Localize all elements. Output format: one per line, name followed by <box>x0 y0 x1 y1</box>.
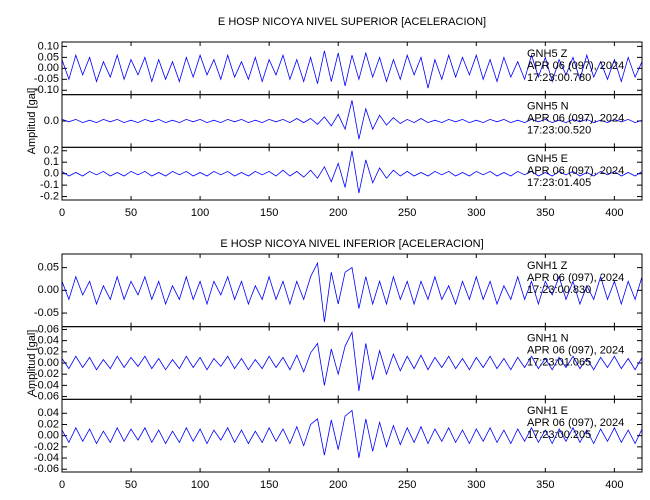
panel-frame <box>61 146 643 201</box>
y-tick-label: 0.1 <box>44 156 59 168</box>
y-tick-label: 0.00 <box>38 430 59 442</box>
date-label: APR 06 (097), 2024 <box>527 272 624 284</box>
waveform <box>61 100 643 140</box>
y-axis-label: Amplitud [gal] <box>26 330 38 397</box>
station-label: GNH5 E <box>527 153 568 165</box>
y-tick-label: -0.02 <box>34 368 59 380</box>
x-tick-label: 150 <box>260 479 278 491</box>
x-tick-label: 50 <box>125 207 137 219</box>
x-tick-label: 100 <box>191 207 209 219</box>
station-label: GNH1 N <box>527 333 569 345</box>
y-tick-label: -0.05 <box>34 307 59 319</box>
waveform <box>61 409 643 459</box>
x-tick-label: 400 <box>605 207 623 219</box>
y-tick-label: 0.06 <box>38 323 59 335</box>
y-tick-label: 0.04 <box>38 335 59 347</box>
y-tick-label: -0.02 <box>34 441 59 453</box>
date-label: APR 06 (097), 2024 <box>527 165 624 177</box>
y-tick-label: 0.00 <box>38 357 59 369</box>
y-tick-label: -0.2 <box>40 190 59 202</box>
y-tick-label: -0.10 <box>34 84 59 96</box>
x-tick-label: 0 <box>59 479 65 491</box>
x-tick-label: 350 <box>536 207 554 219</box>
y-tick-label: -0.1 <box>40 179 59 191</box>
y-tick-label: 0.0 <box>44 168 59 180</box>
date-label: APR 06 (097), 2024 <box>527 345 624 357</box>
waveform <box>61 50 643 89</box>
station-label: GNH1 Z <box>527 260 568 272</box>
x-tick-label: 350 <box>536 479 554 491</box>
y-tick-label: 0.00 <box>38 284 59 296</box>
x-tick-label: 200 <box>329 479 347 491</box>
y-tick-label: 0.05 <box>38 262 59 274</box>
y-tick-label: -0.06 <box>34 463 59 475</box>
time-label: 17:23:01.405 <box>527 177 591 189</box>
y-tick-label: 0.02 <box>38 346 59 358</box>
time-label: 17:23:00.830 <box>527 284 591 296</box>
y-tick-label: 0.00 <box>38 62 59 74</box>
x-tick-label: 250 <box>398 479 416 491</box>
y-axis-label: Amplitud [gal] <box>26 88 38 155</box>
station-label: GNH1 E <box>527 405 568 417</box>
x-tick-label: 300 <box>467 207 485 219</box>
x-tick-label: 150 <box>260 207 278 219</box>
date-label: APR 06 (097), 2024 <box>527 417 624 429</box>
x-tick-label: 50 <box>125 479 137 491</box>
x-tick-label: 400 <box>605 479 623 491</box>
station-label: GNH5 Z <box>527 48 568 60</box>
panel-frame <box>61 398 643 473</box>
time-label: 17:23:00.780 <box>527 72 591 84</box>
time-label: 17:23:00.520 <box>527 125 591 137</box>
y-tick-label: -0.05 <box>34 73 59 85</box>
chart-title: E HOSP NICOYA NIVEL INFERIOR [ACELERACIO… <box>220 238 483 250</box>
station-label: GNH5 N <box>527 101 569 113</box>
y-tick-label: -0.06 <box>34 390 59 402</box>
x-tick-label: 100 <box>191 479 209 491</box>
waveform <box>61 261 643 323</box>
y-tick-label: 0.02 <box>38 418 59 430</box>
waveform <box>61 330 643 391</box>
y-tick-label: 0.2 <box>44 145 59 157</box>
date-label: APR 06 (097), 2024 <box>527 60 624 72</box>
y-tick-label: -0.04 <box>34 452 59 464</box>
y-tick-label: 0.04 <box>38 407 59 419</box>
time-label: 17:23:01.065 <box>527 357 591 369</box>
waveform <box>61 150 643 194</box>
x-tick-label: 250 <box>398 207 416 219</box>
x-tick-label: 0 <box>59 207 65 219</box>
y-tick-label: -0.04 <box>34 379 59 391</box>
y-tick-label: 0.0 <box>44 115 59 127</box>
time-label: 17:23:00.205 <box>527 429 591 441</box>
y-tick-label: 0.10 <box>38 40 59 52</box>
chart-title: E HOSP NICOYA NIVEL SUPERIOR [ACELERACIO… <box>218 16 486 28</box>
x-tick-label: 200 <box>329 207 347 219</box>
x-tick-label: 300 <box>467 479 485 491</box>
date-label: APR 06 (097), 2024 <box>527 113 624 125</box>
y-tick-label: 0.05 <box>38 51 59 63</box>
